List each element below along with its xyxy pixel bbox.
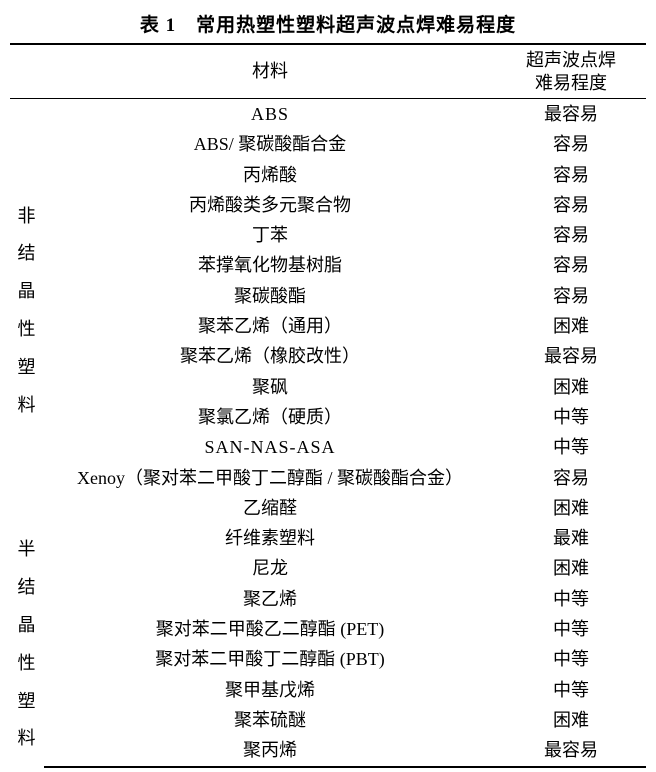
group-label-char: 料 (12, 720, 42, 758)
table-row: 丙烯酸类多元聚合物容易 (10, 190, 646, 220)
difficulty-cell: 容易 (496, 281, 646, 311)
difficulty-cell: 困难 (496, 372, 646, 402)
header-difficulty: 超声波点焊 难易程度 (496, 44, 646, 99)
table-row: 聚苯乙烯（通用）困难 (10, 311, 646, 341)
header-blank (10, 44, 44, 99)
table-row: 苯撑氧化物基树脂容易 (10, 250, 646, 280)
table-caption: 表 1 常用热塑性塑料超声波点焊难易程度 (10, 10, 646, 43)
table-row: 聚氯乙烯（硬质）中等 (10, 402, 646, 432)
material-cell: 尼龙 (44, 553, 496, 583)
difficulty-cell: 容易 (496, 190, 646, 220)
material-cell: 纤维素塑料 (44, 523, 496, 553)
material-cell: 聚碳酸酯 (44, 281, 496, 311)
material-cell: ABS (44, 99, 496, 130)
table-row: 聚对苯二甲酸乙二醇酯 (PET)中等 (10, 614, 646, 644)
group-label: 半结晶性塑料 (10, 523, 44, 766)
group-label: 非结晶性塑料 (10, 99, 44, 524)
table-row: 丙烯酸容易 (10, 160, 646, 190)
table-row: 尼龙困难 (10, 553, 646, 583)
material-cell: 聚甲基戊烯 (44, 675, 496, 705)
table-row: ABS/ 聚碳酸酯合金容易 (10, 129, 646, 159)
difficulty-cell: 中等 (496, 614, 646, 644)
material-cell: ABS/ 聚碳酸酯合金 (44, 129, 496, 159)
material-cell: 乙缩醛 (44, 493, 496, 523)
table-row: 聚碳酸酯容易 (10, 281, 646, 311)
difficulty-cell: 困难 (496, 553, 646, 583)
table-row: 聚对苯二甲酸丁二醇酯 (PBT)中等 (10, 644, 646, 674)
material-cell: 丙烯酸类多元聚合物 (44, 190, 496, 220)
material-cell: 聚氯乙烯（硬质） (44, 402, 496, 432)
difficulty-cell: 中等 (496, 432, 646, 462)
table-row: 聚甲基戊烯中等 (10, 675, 646, 705)
table-row: 聚苯乙烯（橡胶改性）最容易 (10, 341, 646, 371)
header-material: 材料 (44, 44, 496, 99)
material-cell: SAN-NAS-ASA (44, 432, 496, 462)
group-label-char: 结 (12, 235, 42, 273)
group-label-char: 塑 (12, 683, 42, 721)
difficulty-cell: 容易 (496, 220, 646, 250)
material-cell: 聚苯乙烯（通用） (44, 311, 496, 341)
material-cell: Xenoy（聚对苯二甲酸丁二醇酯 / 聚碳酸酯合金） (44, 463, 496, 493)
group-label-char: 半 (12, 531, 42, 569)
difficulty-cell: 容易 (496, 160, 646, 190)
group-label-char: 性 (12, 645, 42, 683)
table-section: 非结晶性塑料ABS最容易ABS/ 聚碳酸酯合金容易丙烯酸容易丙烯酸类多元聚合物容… (10, 99, 646, 524)
material-cell: 聚丙烯 (44, 735, 496, 766)
material-cell: 聚苯硫醚 (44, 705, 496, 735)
group-label-char: 性 (12, 311, 42, 349)
difficulty-cell: 困难 (496, 311, 646, 341)
table-row: 乙缩醛困难 (10, 493, 646, 523)
difficulty-cell: 困难 (496, 705, 646, 735)
group-label-char: 结 (12, 569, 42, 607)
table-row: 丁苯容易 (10, 220, 646, 250)
group-label-char: 塑 (12, 349, 42, 387)
table-row: 聚乙烯中等 (10, 584, 646, 614)
difficulty-cell: 困难 (496, 493, 646, 523)
material-cell: 聚乙烯 (44, 584, 496, 614)
material-cell: 聚对苯二甲酸乙二醇酯 (PET) (44, 614, 496, 644)
difficulty-cell: 最难 (496, 523, 646, 553)
material-cell: 苯撑氧化物基树脂 (44, 250, 496, 280)
difficulty-cell: 中等 (496, 644, 646, 674)
table-row: 聚砜困难 (10, 372, 646, 402)
table-row: 聚丙烯最容易 (10, 735, 646, 766)
material-cell: 聚对苯二甲酸丁二醇酯 (PBT) (44, 644, 496, 674)
group-label-char: 非 (12, 198, 42, 236)
difficulty-cell: 容易 (496, 129, 646, 159)
table-section: 半结晶性塑料纤维素塑料最难尼龙困难聚乙烯中等聚对苯二甲酸乙二醇酯 (PET)中等… (10, 523, 646, 766)
header-difficulty-line1: 超声波点焊 (526, 50, 616, 70)
difficulty-cell: 中等 (496, 675, 646, 705)
table-header-row: 材料 超声波点焊 难易程度 (10, 44, 646, 99)
header-difficulty-line2: 难易程度 (535, 73, 607, 93)
group-label-char: 晶 (12, 273, 42, 311)
table-row: 聚苯硫醚困难 (10, 705, 646, 735)
group-label-char: 料 (12, 387, 42, 425)
difficulty-cell: 最容易 (496, 341, 646, 371)
table-row: 非结晶性塑料ABS最容易 (10, 99, 646, 130)
difficulty-cell: 中等 (496, 584, 646, 614)
material-cell: 聚苯乙烯（橡胶改性） (44, 341, 496, 371)
material-cell: 丁苯 (44, 220, 496, 250)
difficulty-cell: 中等 (496, 402, 646, 432)
weldability-table: 材料 超声波点焊 难易程度 非结晶性塑料ABS最容易ABS/ 聚碳酸酯合金容易丙… (10, 43, 646, 768)
difficulty-cell: 容易 (496, 250, 646, 280)
difficulty-cell: 最容易 (496, 99, 646, 130)
table-row: SAN-NAS-ASA中等 (10, 432, 646, 462)
table-row: 半结晶性塑料纤维素塑料最难 (10, 523, 646, 553)
difficulty-cell: 容易 (496, 463, 646, 493)
material-cell: 聚砜 (44, 372, 496, 402)
difficulty-cell: 最容易 (496, 735, 646, 766)
material-cell: 丙烯酸 (44, 160, 496, 190)
group-label-char: 晶 (12, 607, 42, 645)
table-row: Xenoy（聚对苯二甲酸丁二醇酯 / 聚碳酸酯合金）容易 (10, 463, 646, 493)
